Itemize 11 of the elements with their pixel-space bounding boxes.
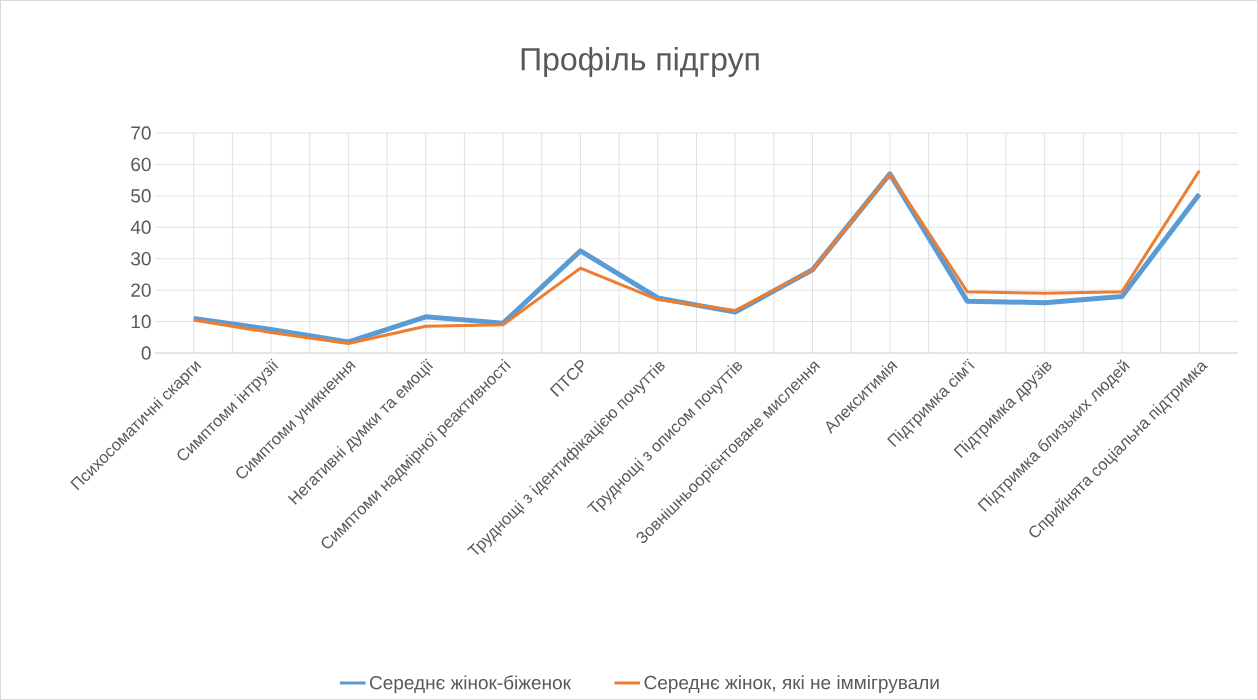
y-tick-label: 70 [131, 126, 151, 140]
legend-label: Середнє жінок, які не іммігрували [644, 675, 939, 694]
y-tick-label: 10 [131, 314, 151, 329]
y-tick-label: 40 [130, 220, 151, 234]
y-tick-label: 50 [131, 189, 151, 203]
y-tick-label: 30 [131, 251, 151, 266]
chart-title: Профіль підгруп [521, 47, 759, 77]
legend-label: Середнє жінок-біженок [369, 675, 572, 694]
y-tick-label: 20 [131, 283, 151, 297]
y-tick-label: 0 [141, 346, 151, 360]
y-tick-label: 60 [131, 157, 151, 172]
